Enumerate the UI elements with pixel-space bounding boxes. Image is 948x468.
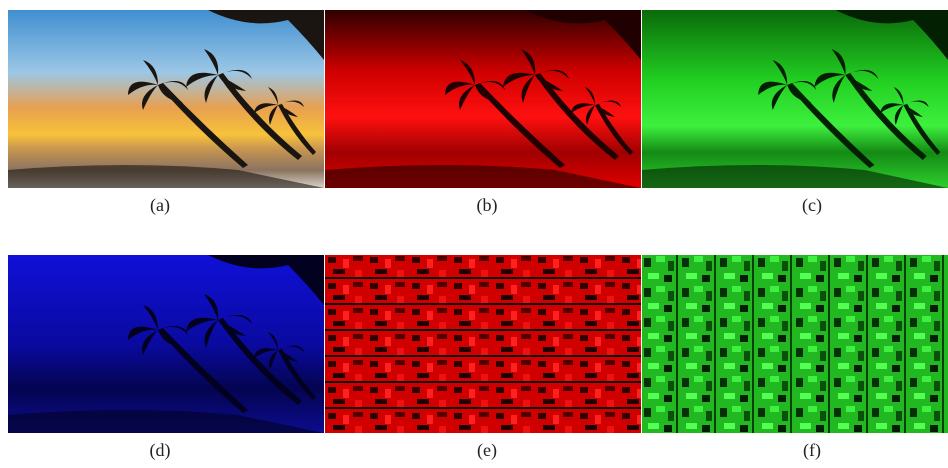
image-original — [8, 10, 324, 188]
caption: (e) — [477, 440, 497, 461]
image-red-channel — [325, 10, 641, 188]
image-scrambled-red — [325, 255, 641, 433]
figure: (a) (b) (c) (d) (e) (f) — [0, 0, 948, 463]
caption: (d) — [150, 440, 171, 461]
image-green-channel — [642, 10, 948, 188]
caption: (c) — [802, 195, 822, 216]
caption: (b) — [477, 195, 498, 216]
caption: (a) — [150, 195, 170, 216]
image-scrambled-green — [642, 255, 948, 433]
image-blue-channel — [8, 255, 324, 433]
caption: (f) — [803, 440, 821, 461]
